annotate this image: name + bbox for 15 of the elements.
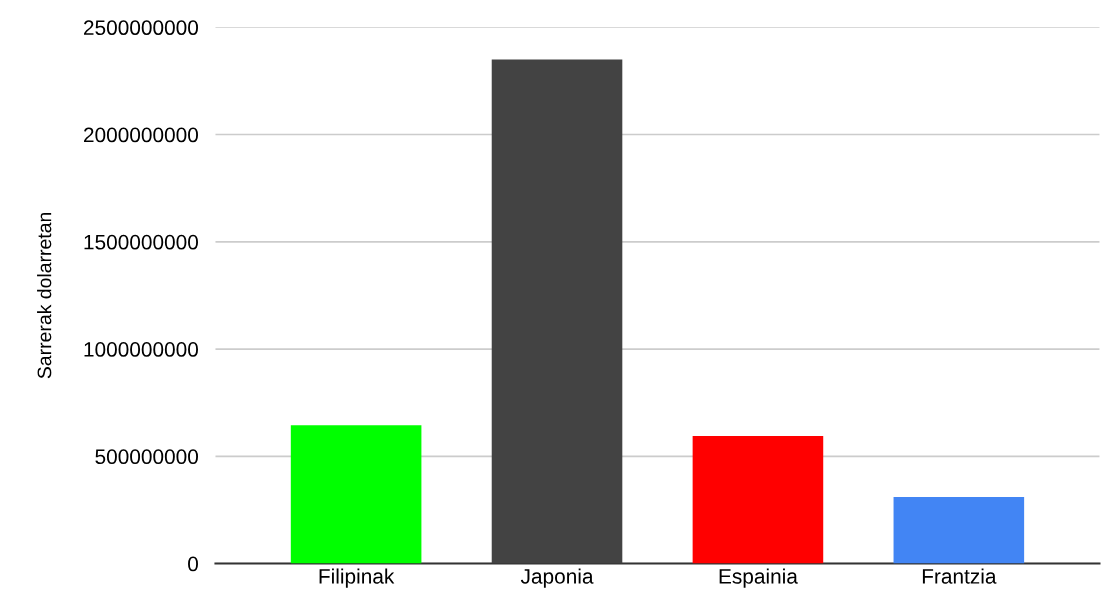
y-tick-label: 1500000000 [84, 234, 199, 250]
y-tick-label: 0 [188, 556, 198, 572]
x-tick-label: Japonia [520, 568, 594, 588]
bar [491, 59, 623, 564]
y-axis-title: Sarrerak dolarretan [37, 212, 52, 379]
y-tick-label: 500000000 [95, 449, 198, 465]
x-tick-label: Espainia [719, 568, 798, 588]
y-tick-label: 1000000000 [84, 342, 199, 357]
bar [290, 425, 422, 564]
x-tick-label: Frantzia [922, 568, 997, 584]
x-tick-label: Filipinak [319, 568, 395, 588]
bar [692, 435, 824, 564]
bar [893, 497, 1025, 564]
y-tick-label: 2500000000 [84, 20, 199, 36]
y-tick-label: 2000000000 [84, 127, 199, 143]
